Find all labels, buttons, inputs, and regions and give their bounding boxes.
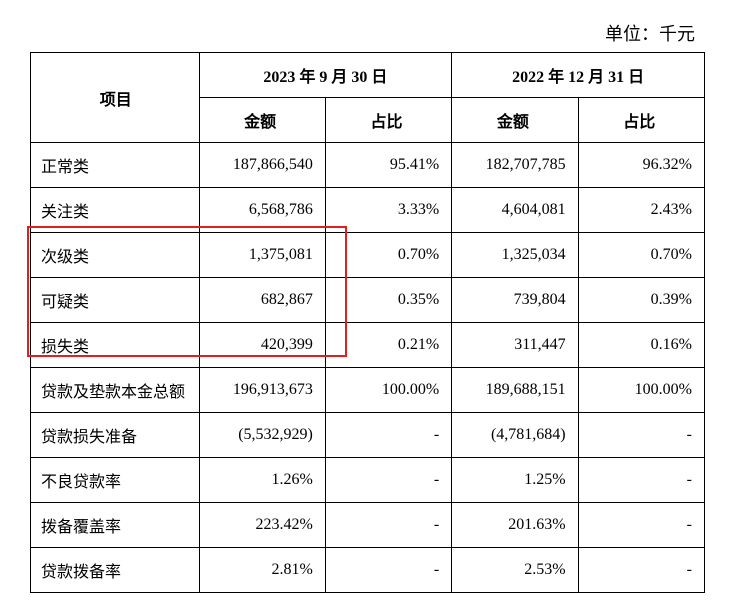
cell-ratio: - <box>578 548 704 593</box>
cell-ratio: - <box>578 503 704 548</box>
cell-amount: 420,399 <box>199 323 325 368</box>
table-row: 正常类 187,866,540 95.41% 182,707,785 96.32… <box>31 143 705 188</box>
cell-amount: 739,804 <box>452 278 578 323</box>
cell-item: 不良贷款率 <box>31 458 200 503</box>
table-row: 可疑类 682,867 0.35% 739,804 0.39% <box>31 278 705 323</box>
cell-item: 关注类 <box>31 188 200 233</box>
cell-ratio: - <box>325 503 451 548</box>
header-amount-1: 金额 <box>199 98 325 143</box>
table-row: 次级类 1,375,081 0.70% 1,325,034 0.70% <box>31 233 705 278</box>
table-row: 贷款及垫款本金总额 196,913,673 100.00% 189,688,15… <box>31 368 705 413</box>
cell-amount: 682,867 <box>199 278 325 323</box>
cell-item: 损失类 <box>31 323 200 368</box>
cell-amount: 6,568,786 <box>199 188 325 233</box>
cell-ratio: 96.32% <box>578 143 704 188</box>
cell-amount: 223.42% <box>199 503 325 548</box>
cell-amount: 182,707,785 <box>452 143 578 188</box>
cell-ratio: - <box>578 458 704 503</box>
cell-amount: 196,913,673 <box>199 368 325 413</box>
cell-item: 正常类 <box>31 143 200 188</box>
cell-ratio: 0.21% <box>325 323 451 368</box>
cell-amount: 189,688,151 <box>452 368 578 413</box>
cell-ratio: - <box>325 548 451 593</box>
header-amount-2: 金额 <box>452 98 578 143</box>
cell-item: 可疑类 <box>31 278 200 323</box>
cell-amount: 4,604,081 <box>452 188 578 233</box>
cell-ratio: - <box>578 413 704 458</box>
table-row: 损失类 420,399 0.21% 311,447 0.16% <box>31 323 705 368</box>
cell-amount: 1,375,081 <box>199 233 325 278</box>
header-period-2: 2022 年 12 月 31 日 <box>452 53 705 98</box>
cell-ratio: 3.33% <box>325 188 451 233</box>
cell-amount: (4,781,684) <box>452 413 578 458</box>
cell-amount: (5,532,929) <box>199 413 325 458</box>
cell-ratio: 0.35% <box>325 278 451 323</box>
cell-item: 次级类 <box>31 233 200 278</box>
cell-ratio: 100.00% <box>578 368 704 413</box>
cell-item: 贷款损失准备 <box>31 413 200 458</box>
cell-amount: 1,325,034 <box>452 233 578 278</box>
cell-amount: 2.81% <box>199 548 325 593</box>
header-period-1: 2023 年 9 月 30 日 <box>199 53 452 98</box>
cell-amount: 187,866,540 <box>199 143 325 188</box>
cell-amount: 1.26% <box>199 458 325 503</box>
cell-amount: 201.63% <box>452 503 578 548</box>
cell-ratio: 0.70% <box>325 233 451 278</box>
header-ratio-2: 占比 <box>578 98 704 143</box>
cell-ratio: 2.43% <box>578 188 704 233</box>
header-item: 项目 <box>31 53 200 143</box>
table-row: 贷款拨备率 2.81% - 2.53% - <box>31 548 705 593</box>
table-row: 关注类 6,568,786 3.33% 4,604,081 2.43% <box>31 188 705 233</box>
cell-ratio: 0.39% <box>578 278 704 323</box>
cell-ratio: 0.70% <box>578 233 704 278</box>
cell-ratio: - <box>325 413 451 458</box>
cell-amount: 1.25% <box>452 458 578 503</box>
loan-classification-table: 项目 2023 年 9 月 30 日 2022 年 12 月 31 日 金额 占… <box>30 52 705 593</box>
cell-amount: 2.53% <box>452 548 578 593</box>
cell-item: 贷款及垫款本金总额 <box>31 368 200 413</box>
table-row: 拨备覆盖率 223.42% - 201.63% - <box>31 503 705 548</box>
cell-ratio: 0.16% <box>578 323 704 368</box>
cell-ratio: 95.41% <box>325 143 451 188</box>
table-row: 贷款损失准备 (5,532,929) - (4,781,684) - <box>31 413 705 458</box>
cell-ratio: 100.00% <box>325 368 451 413</box>
cell-ratio: - <box>325 458 451 503</box>
cell-amount: 311,447 <box>452 323 578 368</box>
table-wrapper: 项目 2023 年 9 月 30 日 2022 年 12 月 31 日 金额 占… <box>30 52 705 593</box>
cell-item: 贷款拨备率 <box>31 548 200 593</box>
cell-item: 拨备覆盖率 <box>31 503 200 548</box>
table-body: 正常类 187,866,540 95.41% 182,707,785 96.32… <box>31 143 705 593</box>
table-row: 不良贷款率 1.26% - 1.25% - <box>31 458 705 503</box>
unit-label: 单位：千元 <box>30 20 705 46</box>
header-ratio-1: 占比 <box>325 98 451 143</box>
